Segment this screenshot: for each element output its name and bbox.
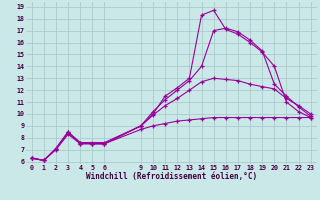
- X-axis label: Windchill (Refroidissement éolien,°C): Windchill (Refroidissement éolien,°C): [86, 172, 257, 181]
